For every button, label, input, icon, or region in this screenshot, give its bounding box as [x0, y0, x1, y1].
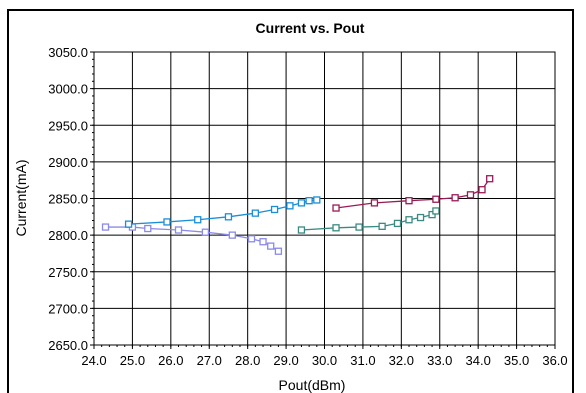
data-point-marker	[486, 175, 494, 183]
data-point-marker	[228, 231, 236, 239]
x-tick-label: 35.0	[504, 353, 529, 368]
data-point-marker	[305, 197, 313, 205]
x-tick-label: 36.0	[542, 353, 567, 368]
data-point-marker	[432, 207, 440, 215]
data-point-marker	[194, 216, 202, 224]
data-point-marker	[224, 213, 233, 221]
data-point-marker	[201, 228, 210, 236]
x-tick-label: 27.0	[197, 353, 222, 368]
data-point-marker	[144, 224, 152, 233]
y-tick-label: 2800.0	[48, 228, 88, 243]
data-point-marker	[163, 218, 171, 226]
data-point-marker	[428, 210, 436, 219]
x-tick-labels: 24.0 25.0 26.0 27.0 28.0 29.0 30.0 31.0 32.0 33.0…	[81, 353, 567, 368]
data-point-marker	[478, 186, 486, 194]
x-tick-label: 34.0	[466, 353, 491, 368]
y-tick-label: 2650.0	[48, 338, 88, 353]
y-tick-label: 2750.0	[48, 265, 88, 280]
x-axis-label: Pout(dBm)	[279, 377, 346, 393]
data-point-marker	[270, 205, 279, 214]
data-point-marker	[274, 247, 283, 255]
data-point-marker	[393, 219, 402, 228]
data-point-marker	[251, 209, 260, 217]
x-tick-label: 24.0	[81, 353, 106, 368]
series-3	[297, 207, 440, 234]
y-tick-label: 2900.0	[48, 155, 88, 170]
x-tick-label: 26.0	[158, 353, 183, 368]
series-2	[124, 196, 321, 228]
data-point-marker	[378, 222, 386, 230]
y-tick-label: 2850.0	[48, 192, 88, 207]
data-point-marker	[405, 197, 413, 205]
data-point-marker	[124, 220, 133, 228]
series-4	[332, 175, 494, 212]
y-tick-labels: 2650.0 2700.0 2750.0 2800.0 2850.0 2900.0 2950…	[48, 45, 88, 353]
data-point-marker	[286, 202, 294, 210]
x-tick-label: 25.0	[120, 353, 145, 368]
data-point-marker	[297, 226, 306, 234]
data-point-marker	[332, 204, 340, 212]
data-point-marker	[466, 191, 475, 199]
x-tick-label: 32.0	[389, 353, 414, 368]
data-point-marker	[405, 216, 413, 224]
x-tick-label: 31.0	[350, 353, 375, 368]
plot-area	[93, 51, 556, 346]
data-point-marker	[416, 213, 425, 222]
y-tick-label: 3000.0	[48, 82, 88, 97]
y-tick-label: 2950.0	[48, 118, 88, 133]
data-point-marker	[267, 242, 275, 250]
series-layer	[101, 175, 494, 255]
y-tick-label: 3050.0	[48, 45, 88, 60]
series-line	[105, 226, 279, 252]
data-point-marker	[247, 235, 256, 243]
data-point-marker	[297, 199, 306, 207]
chart-border	[7, 9, 574, 393]
series-line	[128, 199, 317, 225]
data-point-marker	[432, 195, 440, 203]
data-point-marker	[313, 196, 321, 204]
data-point-marker	[101, 223, 110, 231]
chart-title: Current vs. Pout	[256, 20, 365, 36]
data-point-marker	[174, 226, 183, 234]
data-point-marker	[451, 194, 459, 202]
data-point-marker	[355, 223, 363, 231]
x-tick-label: 28.0	[235, 353, 260, 368]
x-tick-label: 30.0	[312, 353, 337, 368]
y-axis-label: Current(mA)	[13, 159, 29, 236]
data-point-marker	[332, 224, 340, 232]
data-point-marker	[370, 199, 379, 207]
data-point-marker	[259, 238, 267, 246]
x-tick-label: 33.0	[427, 353, 452, 368]
y-tick-label: 2700.0	[48, 301, 88, 316]
x-tick-label: 29.0	[273, 353, 298, 368]
